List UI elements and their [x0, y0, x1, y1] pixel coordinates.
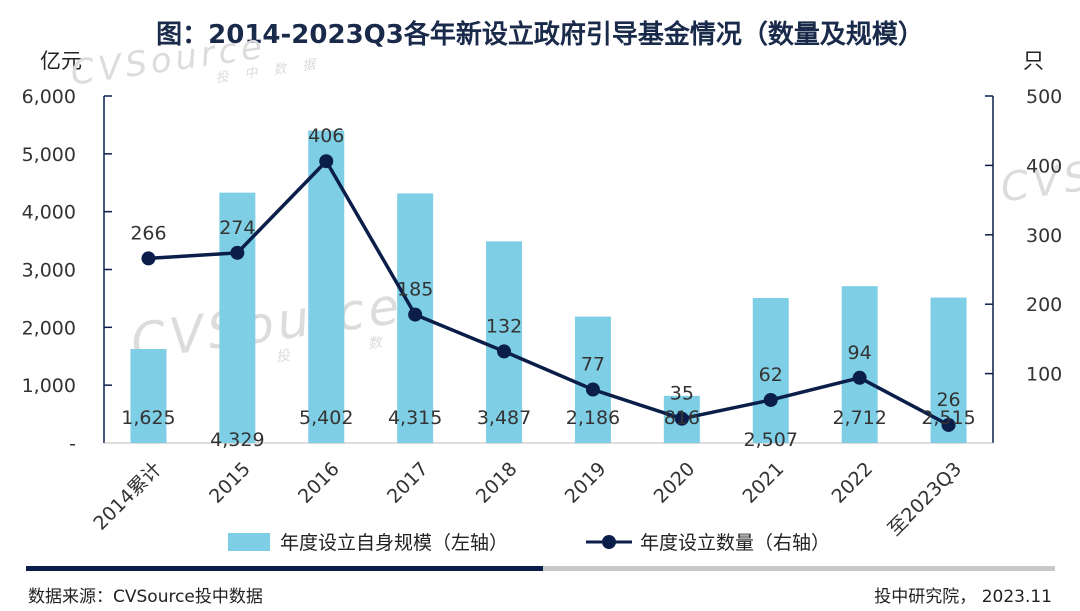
category-label: 至2023Q3 — [884, 458, 966, 540]
line-point — [230, 245, 245, 260]
legend-line: 年度设立数量（右轴） — [586, 528, 830, 555]
bar-value-label: 2,712 — [832, 407, 886, 429]
bar — [841, 286, 878, 443]
legend-bar: 年度设立自身规模（左轴） — [228, 528, 508, 555]
line-value-label: 94 — [848, 342, 872, 364]
bar-value-label: 4,315 — [388, 407, 442, 429]
bar-value-label: 2,186 — [566, 407, 620, 429]
footer-credit: 投中研究院， 2023.11 — [874, 587, 1052, 607]
line-value-label: 132 — [486, 315, 522, 337]
line-value-label: 62 — [759, 364, 783, 386]
bar — [752, 298, 789, 443]
bar-value-label: 2,515 — [921, 407, 975, 429]
category-label: 2022 — [827, 458, 877, 508]
line-series — [148, 159, 950, 427]
legend-line-label: 年度设立数量（右轴） — [640, 532, 831, 554]
left-axis-tick-label: 2,000 — [22, 317, 76, 339]
legend-bar-label: 年度设立自身规模（左轴） — [280, 532, 509, 554]
line-value-label: 274 — [219, 217, 255, 239]
line-value-label: 77 — [581, 354, 605, 376]
right-axis-tick-label: 500 — [1026, 86, 1062, 108]
bar — [574, 316, 611, 443]
right-axis-unit: 只 — [1023, 49, 1044, 73]
category-label: 2021 — [739, 458, 789, 508]
bar-value-label: 1,625 — [121, 407, 175, 429]
line-value-label: 185 — [397, 279, 433, 301]
left-axis-tick-label: 1,000 — [22, 375, 76, 397]
category-label: 2019 — [561, 458, 611, 508]
line-point — [674, 411, 689, 426]
left-axis-tick-label: 6,000 — [22, 86, 76, 108]
line-point — [408, 307, 423, 322]
footer-divider-dark — [26, 566, 543, 571]
bar-value-label: 816 — [664, 407, 700, 429]
line-point — [141, 251, 156, 266]
bar — [219, 192, 256, 443]
category-label: 2014累计 — [89, 458, 166, 535]
line-value-label: 406 — [308, 125, 344, 147]
line-point — [497, 344, 512, 359]
category-label: 2018 — [472, 458, 522, 508]
legend-line-swatch — [586, 534, 632, 549]
line-point — [941, 417, 956, 432]
right-axis-tick-label: 400 — [1026, 155, 1062, 177]
left-axis-tick-label: 3,000 — [22, 260, 76, 282]
left-axis-unit: 亿元 — [40, 49, 82, 73]
legend-bar-swatch — [228, 532, 270, 551]
footer-source: 数据来源：CVSource投中数据 — [28, 587, 263, 607]
bar-value-label: 3,487 — [477, 407, 531, 429]
chart-title: 图：2014-2023Q3各年新设立政府引导基金情况（数量及规模） — [156, 20, 924, 50]
right-axis-tick-label: 300 — [1026, 225, 1062, 247]
right-axis-tick-label: 100 — [1026, 364, 1062, 386]
bar — [486, 241, 523, 443]
category-label: 2020 — [650, 458, 700, 508]
bar-value-label: 4,329 — [210, 429, 264, 451]
bar — [308, 130, 345, 443]
left-axis-tick-label: 5,000 — [22, 144, 76, 166]
category-label: 2015 — [205, 458, 255, 508]
line-point — [852, 370, 867, 385]
category-label: 2016 — [294, 458, 344, 508]
bar-value-label: 2,507 — [744, 429, 798, 451]
line-value-label: 26 — [936, 389, 960, 411]
line-point — [763, 392, 778, 407]
line-value-label: 266 — [130, 222, 166, 244]
line-point — [319, 154, 334, 169]
category-label: 2017 — [383, 458, 433, 508]
left-axis-tick-label: - — [69, 433, 76, 455]
left-axis-tick-label: 4,000 — [22, 202, 76, 224]
line-value-label: 35 — [670, 383, 694, 405]
line-point — [585, 382, 600, 397]
bar-value-label: 5,402 — [299, 407, 353, 429]
right-axis-tick-label: 200 — [1026, 294, 1062, 316]
bar — [130, 349, 167, 443]
footer-divider-light — [543, 566, 1055, 571]
